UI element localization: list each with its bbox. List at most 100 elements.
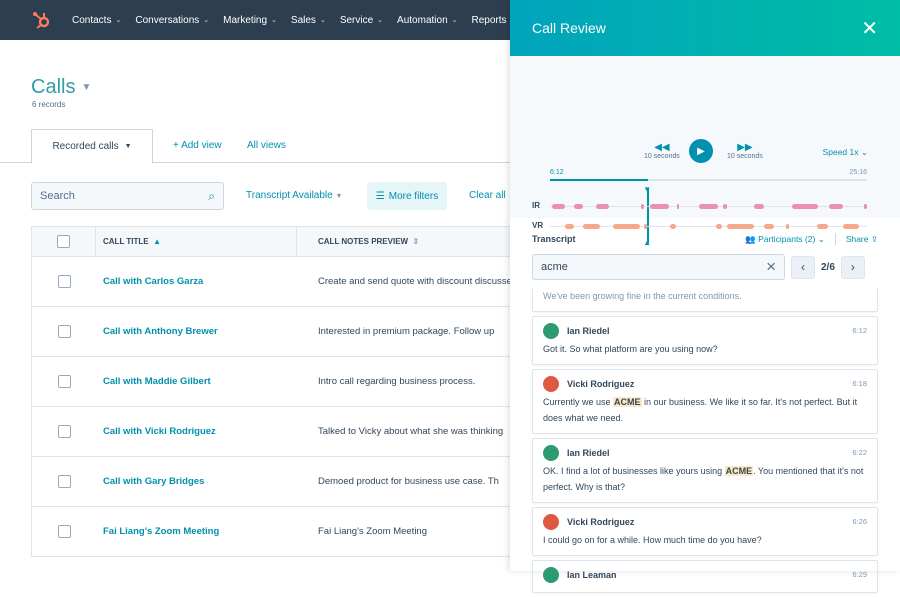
call-title-link[interactable]: Call with Vicki Rodriguez — [103, 426, 216, 437]
playhead-bottom-icon: ▲ — [643, 238, 652, 247]
speech-segment[interactable] — [644, 224, 647, 229]
track-vr[interactable] — [550, 224, 867, 229]
speech-segment[interactable] — [574, 204, 584, 209]
avatar — [543, 323, 559, 339]
caret-down-icon: ▼ — [335, 193, 343, 200]
hubspot-logo-icon[interactable] — [32, 10, 52, 30]
next-match-button[interactable]: › — [840, 255, 865, 279]
message-header: Ian Leaman 6:29 — [543, 567, 867, 583]
speech-segment[interactable] — [698, 204, 718, 209]
nav-item-automation[interactable]: Automation ⌄ — [397, 15, 457, 26]
all-views-link[interactable]: All views — [247, 140, 286, 151]
select-all-cell — [32, 227, 96, 256]
share-button[interactable]: Share ⇪ — [846, 234, 878, 245]
timestamp[interactable]: 6:29 — [852, 570, 867, 579]
speech-segment[interactable] — [640, 204, 644, 209]
call-title-link[interactable]: Call with Carlos Garza — [103, 276, 204, 287]
tab-recorded-calls[interactable]: Recorded calls ▼ — [31, 129, 153, 164]
playhead[interactable]: ▼ ▲ — [643, 185, 651, 247]
progress-bar[interactable] — [550, 179, 867, 181]
participants-dropdown[interactable]: 👥 Participants (2) ⌄ — [745, 234, 825, 245]
nav-item-reports[interactable]: Reports — [472, 15, 507, 26]
row-checkbox[interactable] — [57, 275, 71, 288]
more-filters-button[interactable]: ☰ More filters — [367, 182, 447, 210]
row-checkbox[interactable] — [57, 425, 71, 438]
close-icon[interactable]: ✕ — [861, 17, 878, 40]
page-title[interactable]: Calls ▼ — [31, 76, 91, 99]
timestamp[interactable]: 6:18 — [852, 379, 867, 388]
row-checkbox[interactable] — [57, 375, 71, 388]
nav-item-marketing[interactable]: Marketing ⌄ — [223, 15, 277, 26]
nav-item-contacts[interactable]: Contacts ⌄ — [72, 15, 121, 26]
transcript-message: Ian Riedel 6:22 OK. I find a lot of busine… — [532, 438, 878, 503]
column-call-title[interactable]: CALL TITLE ▲ — [96, 227, 297, 256]
clear-icon[interactable]: × — [766, 257, 776, 276]
timestamp[interactable]: 6:12 — [852, 326, 867, 335]
speech-segment[interactable] — [650, 204, 669, 209]
nav-item-service[interactable]: Service ⌄ — [340, 15, 383, 26]
column-call-notes[interactable]: CALL NOTES PREVIEW ⇕ — [297, 237, 419, 246]
speech-segment[interactable] — [564, 224, 575, 229]
avatar — [543, 514, 559, 530]
call-title-link[interactable]: Call with Anthony Brewer — [103, 326, 218, 337]
clear-all-button[interactable]: Clear all — [469, 190, 506, 201]
speech-segment[interactable] — [726, 224, 754, 229]
call-review-panel: Call Review ✕ ◀◀ 10 seconds ▶ ▶▶ 10 seconds… — [510, 0, 900, 593]
speech-segment[interactable] — [753, 204, 764, 209]
search-highlight: ACME — [613, 397, 642, 407]
call-title-link[interactable]: Fai Liang's Zoom Meeting — [103, 526, 220, 537]
speech-segment[interactable] — [816, 224, 828, 229]
prev-match-button[interactable]: ‹ — [791, 255, 815, 279]
speed-dropdown[interactable]: Speed 1x ⌄ — [823, 147, 868, 158]
add-view-button[interactable]: + Add view — [173, 140, 222, 151]
nav-item-sales[interactable]: Sales ⌄ — [291, 15, 326, 26]
chevron-down-icon: ⌄ — [115, 17, 122, 24]
row-checkbox[interactable] — [57, 525, 71, 538]
call-title-link[interactable]: Call with Maddie Gilbert — [103, 376, 211, 387]
speed-label: Speed 1x — [822, 147, 859, 157]
transcript-search-input[interactable]: acme × — [532, 254, 785, 280]
speech-segment[interactable] — [715, 224, 723, 229]
speech-segment[interactable] — [842, 224, 860, 229]
row-checkbox[interactable] — [57, 325, 71, 338]
message-text: Currently we use ACME in our business. W… — [543, 394, 867, 426]
message-header: Ian Riedel 6:22 — [543, 445, 867, 461]
speech-segment[interactable] — [583, 224, 601, 229]
sort-up-icon: ▲ — [153, 237, 161, 246]
rewind-button[interactable]: ◀◀ 10 seconds — [644, 142, 680, 160]
call-title-link[interactable]: Call with Gary Bridges — [103, 476, 205, 487]
call-notes-preview: Fai Liang's Zoom Meeting — [318, 526, 428, 537]
track-ir[interactable] — [550, 204, 867, 209]
timestamp[interactable]: 6:26 — [852, 517, 867, 526]
play-button[interactable]: ▶ — [689, 139, 713, 163]
nav-label: Reports — [471, 14, 507, 26]
text-part: in our business. We like it so far. It's… — [543, 397, 858, 423]
checkbox-cell — [32, 325, 96, 338]
speech-segment[interactable] — [791, 204, 819, 209]
nav-item-conversations[interactable]: Conversations ⌄ — [135, 15, 209, 26]
speech-segment[interactable] — [828, 204, 843, 209]
speech-segment[interactable] — [785, 224, 790, 229]
speech-segment[interactable] — [863, 204, 867, 209]
select-all-checkbox[interactable] — [57, 235, 70, 248]
row-checkbox[interactable] — [57, 475, 71, 488]
table-row: Call with Maddie Gilbert Intro call regar… — [31, 357, 521, 407]
search-input[interactable]: Search ⌕ — [31, 182, 224, 210]
message-text: We've been growing fine in the current c… — [543, 291, 742, 301]
nav-label: Marketing — [223, 14, 268, 26]
timestamp[interactable]: 6:22 — [852, 448, 867, 457]
message-text: I could go on for a while. How much time… — [543, 532, 867, 548]
text-part: . You mentioned that it's not perfect. W… — [543, 466, 864, 492]
play-icon: ▶ — [697, 145, 705, 157]
speech-segment[interactable] — [676, 204, 680, 209]
speech-segment[interactable] — [723, 204, 727, 209]
checkbox-cell — [32, 425, 96, 438]
forward-button[interactable]: ▶▶ 10 seconds — [727, 142, 763, 160]
speech-segment[interactable] — [595, 204, 609, 209]
speech-segment[interactable] — [612, 224, 641, 229]
chevron-down-icon: ⌄ — [271, 17, 277, 24]
speech-segment[interactable] — [670, 224, 676, 229]
transcript-filter[interactable]: Transcript Available ▼ — [246, 190, 342, 201]
speech-segment[interactable] — [551, 204, 565, 209]
speech-segment[interactable] — [764, 224, 775, 229]
